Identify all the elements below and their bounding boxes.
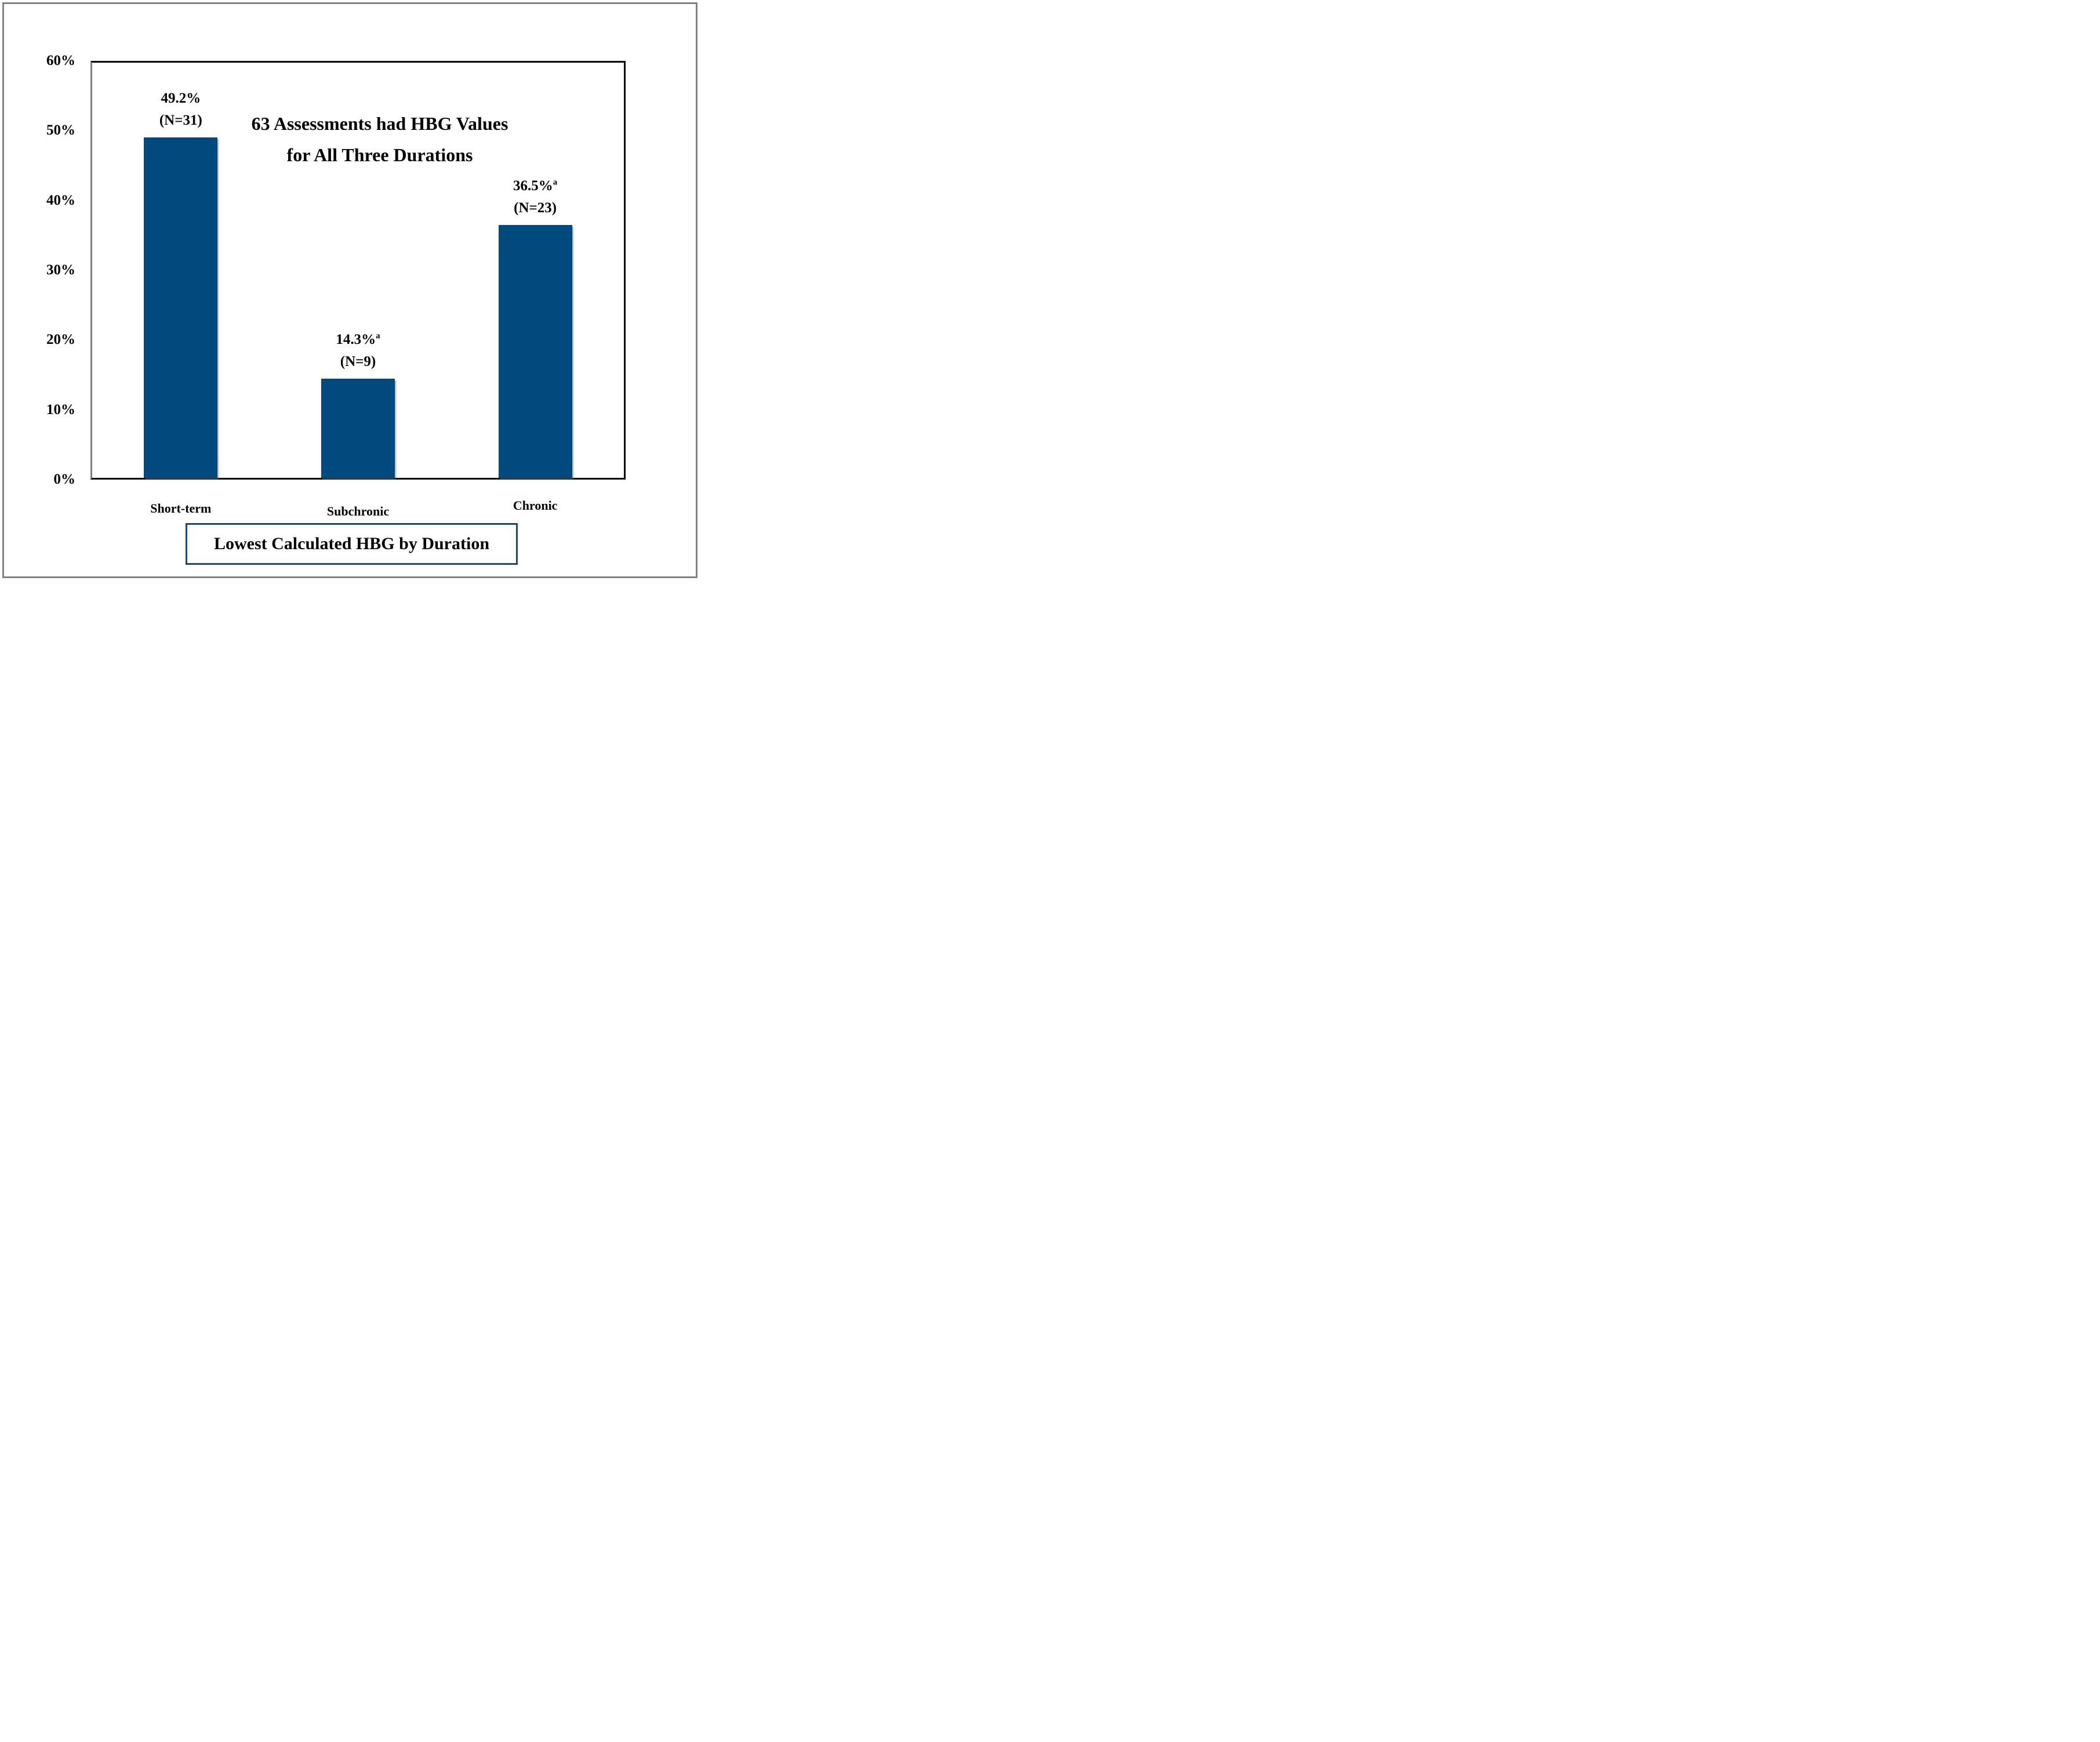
y-tick-label-10: 10% [46, 401, 75, 418]
plot-area: 49.2% (N=31) 14.3%a (N=9) 36.5%a (N=23) 63 As… [90, 61, 626, 480]
footnote-marker: a [376, 332, 380, 342]
axis-title: Lowest Calculated HBG by Duration [213, 534, 490, 553]
annotation-line-1: 63 Assessments had HBG Values [251, 113, 508, 134]
chart-annotation: 63 Assessments had HBG Values for All Th… [200, 108, 559, 170]
axis-title-box: Lowest Calculated HBG by Duration [186, 523, 518, 565]
bar-chronic [498, 225, 572, 478]
bar-label-chronic: 36.5%a (N=23) [466, 175, 605, 219]
bar-percent-label: 49.2% [161, 90, 201, 106]
y-tick-label-0: 0% [53, 471, 76, 487]
y-tick-label-40: 40% [46, 192, 75, 208]
bar-subchronic [321, 379, 395, 478]
y-tick-label-60: 60% [46, 53, 75, 68]
x-category-label-short-term: Short-term [150, 501, 212, 516]
footnote-marker: a [553, 178, 558, 188]
bar-n-label: (N=31) [159, 112, 202, 128]
bar-label-short-term: 49.2% (N=31) [111, 88, 250, 132]
x-category-label-subchronic: Subchronic [326, 504, 390, 518]
bar-percent-label: 36.5%a [513, 178, 558, 194]
bars-layer: 49.2% (N=31) 14.3%a (N=9) 36.5%a (N=23) [92, 63, 624, 478]
bar-n-label: (N=9) [340, 354, 376, 370]
annotation-line-2: for All Three Durations [286, 144, 473, 165]
bar-n-label: (N=23) [514, 200, 557, 216]
bar-percent-label: 14.3%a [336, 332, 380, 348]
x-category-label-chronic: Chronic [513, 498, 558, 513]
y-tick-label-30: 30% [46, 262, 75, 278]
bar-label-subchronic: 14.3%a (N=9) [289, 329, 428, 373]
bar-short-term [144, 137, 218, 478]
y-tick-label-50: 50% [46, 122, 75, 139]
y-tick-label-20: 20% [46, 332, 75, 348]
chart-canvas: 49.2% (N=31) 14.3%a (N=9) 36.5%a (N=23) 63 As… [0, 0, 700, 580]
